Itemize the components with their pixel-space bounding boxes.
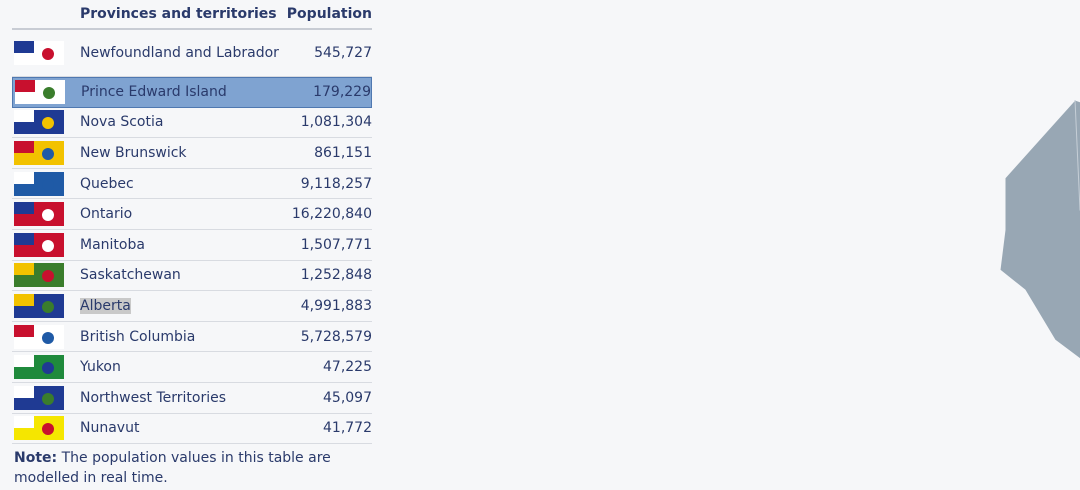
flag xyxy=(14,324,64,349)
province-name: Northwest Territories xyxy=(80,388,323,408)
province-text: Alberta xyxy=(80,297,131,314)
population: 545,727 xyxy=(314,45,372,61)
table-row: Northwest Territories 45,097 xyxy=(12,383,372,414)
note-label: Note: xyxy=(14,450,58,466)
province-name: Nunavut xyxy=(80,418,323,438)
province-name: Alberta xyxy=(80,296,301,316)
population: 16,220,840 xyxy=(291,206,372,223)
header-name: Provinces and territories xyxy=(80,6,277,22)
table-row: Ontario 16,220,840 xyxy=(12,199,372,230)
province-name: Newfoundland and Labrador xyxy=(80,43,314,63)
flag xyxy=(15,80,65,105)
population-table: Provinces and territories Population New… xyxy=(12,0,372,445)
note-text: The population values in this table are … xyxy=(14,450,331,486)
table-row: Newfoundland and Labrador 545,727 xyxy=(12,30,372,77)
table-row: Nova Scotia 1,081,304 xyxy=(12,108,372,139)
population: 1,081,304 xyxy=(300,114,372,131)
province-text: Nova Scotia xyxy=(80,114,164,131)
province-text: New Brunswick xyxy=(80,144,187,161)
province-text: Northwest Territories xyxy=(80,389,227,406)
borders xyxy=(1074,99,1080,211)
province-text: Nunavut xyxy=(80,420,140,437)
flag xyxy=(14,232,64,257)
flag xyxy=(14,385,64,410)
province-name: Yukon xyxy=(80,357,323,377)
note: Note: The population values in this tabl… xyxy=(14,448,344,488)
header-population: Population xyxy=(286,6,372,22)
province-text: Manitoba xyxy=(80,236,145,253)
table-row: Alberta 4,991,883 xyxy=(12,291,372,322)
population: 41,772 xyxy=(323,420,372,437)
population: 9,118,257 xyxy=(300,175,372,192)
table-row: Yukon 47,225 xyxy=(12,352,372,383)
canada-map xyxy=(999,99,1080,360)
flag xyxy=(14,171,64,196)
table-row: Nunavut 41,772 xyxy=(12,414,372,445)
province-text: Yukon xyxy=(80,359,121,376)
province-text: Newfoundland and Labrador xyxy=(80,45,279,61)
province-text: Quebec xyxy=(80,175,134,192)
province-text: Ontario xyxy=(80,206,133,223)
province-text: Saskatchewan xyxy=(80,267,181,284)
table-row: New Brunswick 861,151 xyxy=(12,138,372,169)
table-row[interactable]: Prince Edward Island 179,229 xyxy=(12,77,372,108)
flag xyxy=(14,140,64,165)
table-header: Provinces and territories Population xyxy=(12,0,372,30)
population: 1,507,771 xyxy=(300,236,372,253)
population: 5,728,579 xyxy=(300,328,372,345)
province-text: British Columbia xyxy=(80,328,196,345)
population: 179,229 xyxy=(313,84,371,101)
population: 1,252,848 xyxy=(300,267,372,284)
province-name: Saskatchewan xyxy=(80,265,301,285)
population: 4,991,883 xyxy=(300,297,372,314)
flag xyxy=(14,41,64,65)
table-row: Manitoba 1,507,771 xyxy=(12,230,372,261)
province-name: Prince Edward Island xyxy=(81,82,313,102)
province-name: Quebec xyxy=(80,174,301,194)
population: 47,225 xyxy=(323,359,372,376)
population: 45,097 xyxy=(323,389,372,406)
mainland xyxy=(999,99,1080,360)
flag xyxy=(14,293,64,318)
flag xyxy=(14,263,64,288)
province-name: Manitoba xyxy=(80,235,301,255)
province-text: Prince Edward Island xyxy=(81,84,227,101)
flag xyxy=(14,110,64,135)
table-body: Newfoundland and Labrador 545,727 Prince E… xyxy=(12,30,372,445)
table-row: British Columbia 5,728,579 xyxy=(12,322,372,353)
table-row: Saskatchewan 1,252,848 xyxy=(12,261,372,292)
province-name: New Brunswick xyxy=(80,143,314,163)
flag xyxy=(14,355,64,380)
province-name: Ontario xyxy=(80,204,292,224)
table-row: Quebec 9,118,257 xyxy=(12,169,372,200)
province-name: Nova Scotia xyxy=(80,112,301,132)
flag xyxy=(14,416,64,441)
flag xyxy=(14,202,64,227)
province-name: British Columbia xyxy=(80,327,301,347)
population: 861,151 xyxy=(314,144,372,161)
